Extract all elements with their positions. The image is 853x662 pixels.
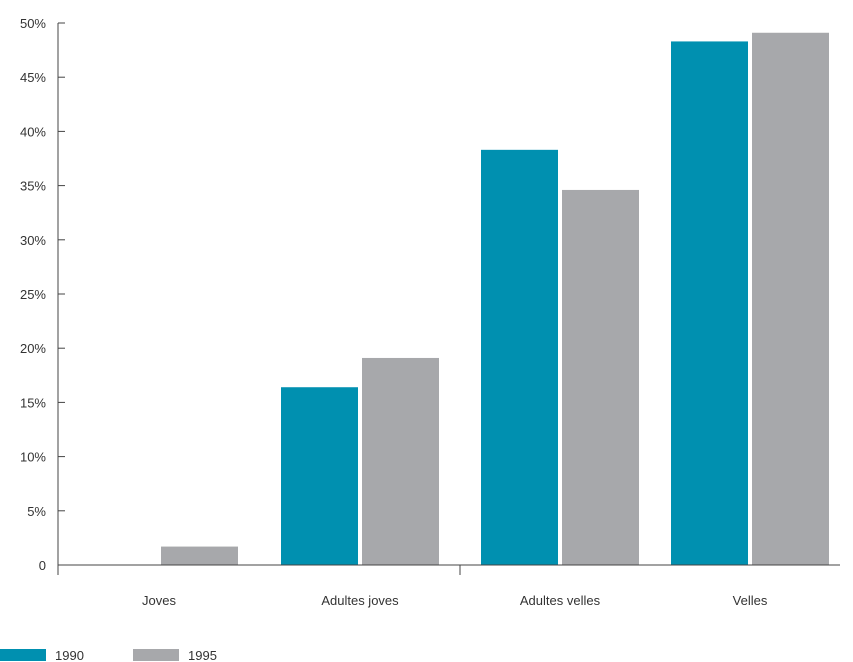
y-tick-label: 35%	[20, 179, 46, 194]
y-tick-label: 45%	[20, 70, 46, 85]
x-axis: Joves Adultes joves Adultes velles Velles	[58, 564, 840, 608]
legend-swatch	[0, 649, 46, 661]
category-label: Adultes joves	[321, 593, 399, 608]
y-tick-label: 40%	[20, 124, 46, 139]
legend: 1990 1995	[0, 648, 217, 662]
bar-1990-1	[281, 387, 358, 565]
bar-1995-1	[362, 357, 439, 565]
category-label: Velles	[733, 593, 768, 608]
y-tick-label: 15%	[20, 395, 46, 410]
legend-label: 1995	[188, 648, 217, 662]
legend-swatch	[133, 649, 179, 661]
y-tick-label: 10%	[20, 450, 46, 465]
bars	[161, 32, 829, 566]
bar-1995-0	[161, 546, 238, 565]
legend-label: 1990	[55, 648, 84, 662]
y-tick-label: 20%	[20, 341, 46, 356]
bar-1990-3	[671, 41, 748, 566]
bar-1995-2	[562, 189, 639, 565]
y-tick-label: 25%	[20, 287, 46, 302]
category-label: Joves	[142, 593, 176, 608]
y-tick-label: 50%	[20, 16, 46, 31]
bar-1990-2	[481, 149, 558, 565]
y-tick-label: 0	[39, 558, 46, 573]
y-tick-label: 30%	[20, 233, 46, 248]
y-axis: 0 5% 10% 15% 20% 25% 30% 35% 40% 45% 50%	[20, 16, 65, 575]
bar-1995-3	[752, 32, 829, 566]
y-tick-label: 5%	[27, 504, 46, 519]
category-label: Adultes velles	[520, 593, 601, 608]
